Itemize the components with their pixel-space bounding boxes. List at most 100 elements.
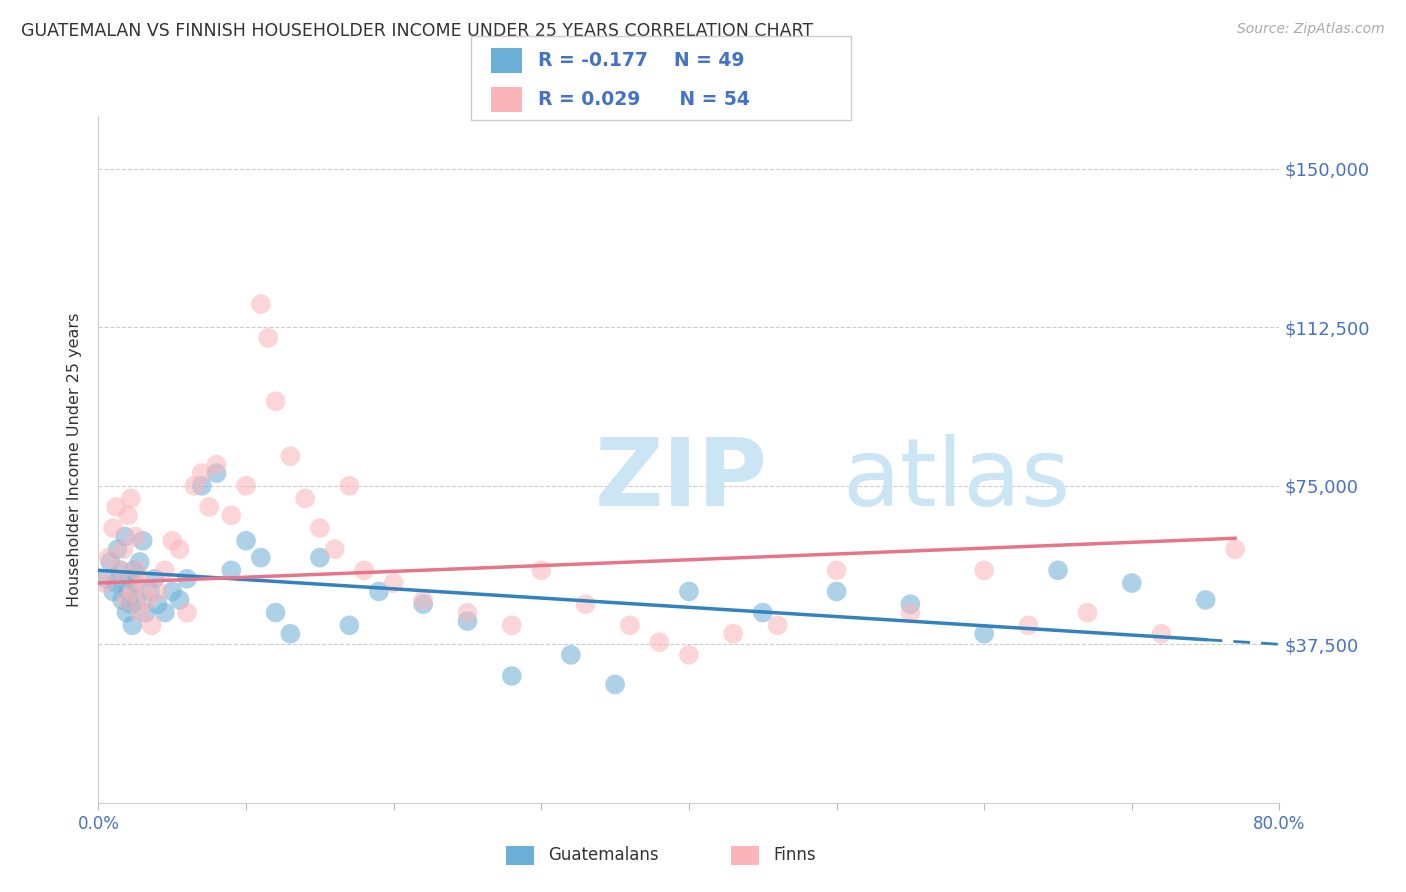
Point [162, 584, 183, 599]
Point [235, 479, 257, 493]
Text: GUATEMALAN VS FINNISH HOUSEHOLDER INCOME UNDER 25 YEARS CORRELATION CHART: GUATEMALAN VS FINNISH HOUSEHOLDER INCOME… [21, 22, 813, 40]
Point [93, 576, 115, 591]
Point [560, 648, 582, 662]
Point [103, 584, 125, 599]
Point [205, 466, 228, 480]
Text: atlas: atlas [842, 434, 1071, 526]
Point [143, 572, 166, 586]
Point [110, 563, 132, 577]
Point [191, 466, 214, 480]
Point [122, 563, 145, 577]
Point [121, 584, 143, 599]
Point [294, 491, 316, 506]
Point [94, 572, 117, 586]
Point [973, 626, 995, 640]
Point [176, 606, 198, 620]
Point [120, 491, 142, 506]
Point [368, 584, 391, 599]
Point [825, 563, 848, 577]
Point [162, 533, 183, 548]
Text: Source: ZipAtlas.com: Source: ZipAtlas.com [1237, 22, 1385, 37]
Y-axis label: Householder Income Under 25 years: Householder Income Under 25 years [67, 312, 83, 607]
Point [900, 606, 922, 620]
Point [1017, 618, 1039, 632]
Point [183, 479, 205, 493]
Point [323, 542, 346, 557]
Point [115, 593, 138, 607]
Point [125, 563, 148, 577]
Point [257, 331, 280, 345]
Point [141, 618, 163, 632]
Point [751, 606, 773, 620]
Point [353, 563, 375, 577]
Point [146, 584, 169, 599]
Point [678, 584, 700, 599]
Point [221, 563, 243, 577]
Point [1150, 626, 1173, 640]
Point [169, 542, 191, 557]
Point [132, 533, 155, 548]
Point [176, 572, 198, 586]
Point [121, 618, 143, 632]
Point [766, 618, 789, 632]
Point [309, 521, 332, 535]
Point [250, 297, 273, 311]
Point [1223, 542, 1246, 557]
Point [530, 563, 553, 577]
Point [111, 593, 134, 607]
Point [97, 550, 120, 565]
Point [205, 458, 228, 472]
Point [278, 449, 302, 463]
Point [825, 584, 848, 599]
Point [264, 606, 287, 620]
Point [309, 550, 332, 565]
Text: ZIP: ZIP [595, 434, 768, 526]
Point [501, 618, 523, 632]
Point [115, 606, 138, 620]
Point [339, 618, 360, 632]
Point [221, 508, 243, 523]
Point [678, 648, 700, 662]
Point [412, 593, 434, 607]
Point [117, 508, 139, 523]
Point [250, 550, 273, 565]
Point [105, 576, 128, 591]
Text: Finns: Finns [773, 847, 815, 864]
Point [125, 593, 148, 607]
Point [146, 597, 169, 611]
Point [235, 533, 257, 548]
Point [619, 618, 641, 632]
Point [456, 606, 478, 620]
Point [264, 394, 287, 409]
Point [412, 597, 434, 611]
Point [107, 542, 129, 557]
Point [139, 584, 162, 599]
Point [900, 597, 922, 611]
Point [501, 669, 523, 683]
Point [98, 555, 121, 569]
Point [128, 555, 150, 569]
Text: Guatemalans: Guatemalans [548, 847, 659, 864]
Point [648, 635, 671, 649]
Point [124, 529, 146, 543]
Point [382, 576, 405, 591]
Point [1195, 593, 1218, 607]
Point [973, 563, 995, 577]
Point [456, 614, 478, 628]
Point [339, 479, 360, 493]
Point [605, 677, 627, 691]
Point [112, 542, 135, 557]
Point [1046, 563, 1069, 577]
Point [153, 606, 176, 620]
Point [153, 563, 176, 577]
Point [110, 563, 132, 577]
Point [723, 626, 745, 640]
Point [574, 597, 596, 611]
Point [128, 606, 150, 620]
Point [124, 576, 146, 591]
Point [136, 593, 159, 607]
Point [135, 606, 157, 620]
Point [114, 529, 136, 543]
Point [1077, 606, 1099, 620]
Point [191, 479, 214, 493]
